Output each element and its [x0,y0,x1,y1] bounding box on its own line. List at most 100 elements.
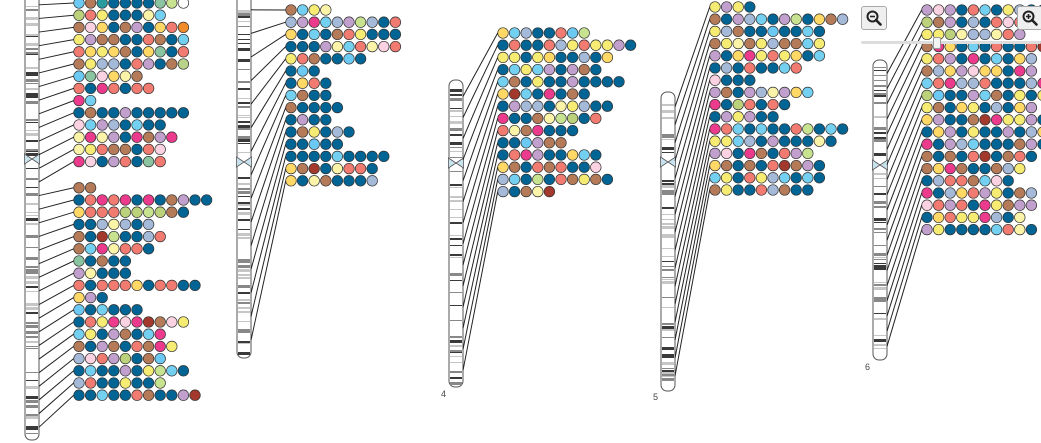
annotation-dot [1002,187,1014,199]
annotation-dot [744,123,756,135]
band [874,127,886,130]
annotation-dot [96,255,108,267]
annotation-dot [96,230,108,243]
annotation-dot [532,63,544,76]
annotation-dot [990,114,1003,126]
annotation-dot [520,173,532,186]
band [450,377,462,379]
zoom-slider-handle[interactable] [933,37,941,49]
annotation-dot [802,159,814,172]
band [26,153,38,156]
annotation-dot [296,40,309,53]
annotation-dot [1002,114,1014,126]
annotation-dot [142,279,155,292]
annotation-dot [108,0,120,9]
annotation-leader-line [674,177,711,359]
annotation-dot [755,111,768,123]
annotation-leader-line [38,199,74,210]
annotation-dot [967,162,980,175]
annotation-dot [108,316,120,328]
annotation-dot [96,267,108,279]
annotation-dot [732,50,744,62]
band [238,69,250,70]
band [874,253,886,256]
annotation-dot [767,86,779,99]
band [26,400,38,403]
annotation-dot [73,21,85,34]
annotation-dot [320,4,332,16]
annotation-dot [744,37,756,50]
annotation-dot [378,150,390,163]
band [874,90,886,91]
annotation-dot [308,89,320,102]
annotation-dot [555,124,567,137]
zoom-slider-track[interactable] [861,41,1041,44]
annotation-dot [308,138,320,150]
zoom-in-button[interactable] [1017,6,1041,30]
annotation-leader-line [250,107,287,199]
zoom-out-button[interactable] [861,6,887,30]
annotation-dot [836,123,849,135]
band [238,204,250,206]
annotation-dot [166,194,178,206]
band [662,357,674,358]
annotation-dot [131,340,143,353]
band [874,80,886,81]
annotation-dot [119,377,132,389]
band [238,10,250,13]
band [26,346,38,347]
annotation-dot [1002,199,1014,211]
annotation-dot [331,126,344,138]
annotation-dot [778,13,791,25]
annotation-dot [331,150,344,163]
annotation-dot [767,111,779,123]
band [26,149,38,151]
annotation-dot [709,13,721,25]
annotation-dot [142,46,155,58]
annotation-dot [555,27,567,39]
annotation-dot [154,143,166,156]
annotation-dot [967,126,980,138]
annotation-dot [555,112,567,125]
annotation-dot [177,316,190,328]
annotation-dot [154,328,166,340]
annotation-dot [73,304,85,316]
annotation-dot [720,86,733,99]
annotation-leader-line [38,211,74,224]
annotation-dot [956,162,968,175]
annotation-leader-line [674,165,711,341]
annotation-dot [520,100,532,112]
annotation-dot [119,230,132,243]
annotation-dot [744,172,756,184]
band [662,117,674,119]
band [874,218,886,221]
annotation-leader-line [250,70,287,129]
band [450,147,462,148]
annotation-dot [520,185,532,198]
annotation-dot [296,28,309,41]
annotation-dot [84,182,97,194]
chromosome-label: 4 [441,389,446,399]
annotation-dot [308,28,320,41]
band [662,326,674,329]
annotation-dot [177,279,190,292]
annotation-dot [755,147,768,160]
annotation-leader-line [462,57,499,139]
annotation-dot [84,328,97,340]
annotation-dot [108,46,120,58]
annotation-dot [590,63,602,76]
annotation-dot [790,86,802,99]
band [662,147,674,150]
annotation-leader-line [38,14,74,19]
annotation-dot [543,100,556,112]
band [662,236,674,238]
annotation-dot [166,206,178,218]
band [874,313,886,314]
annotation-dot [744,111,756,123]
chromosome-body [448,79,464,388]
annotation-dot [84,0,97,9]
annotation-leader-line [250,21,286,34]
annotation-dot [131,131,143,143]
annotation-dot [73,58,85,70]
band [238,121,250,123]
